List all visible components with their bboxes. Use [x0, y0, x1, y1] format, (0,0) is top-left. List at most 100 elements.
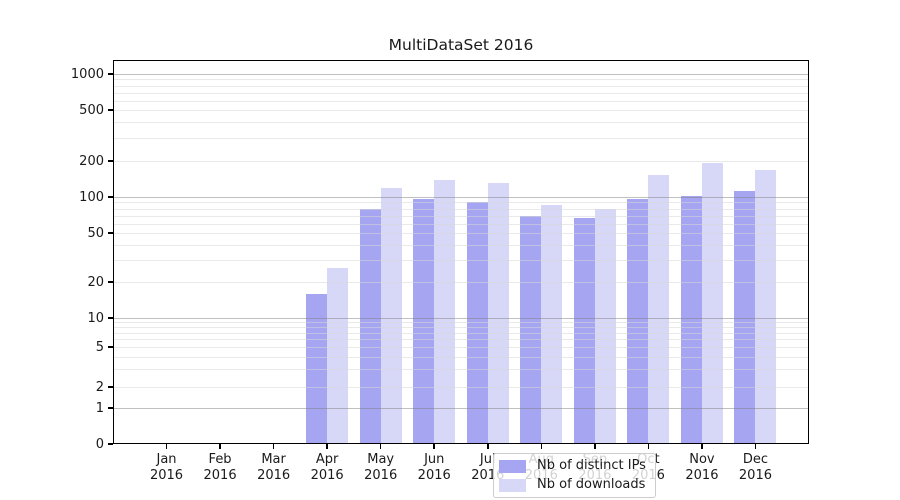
x-tick-label: Jun 2016	[404, 452, 464, 484]
y-tick-label: 500	[79, 102, 104, 118]
minor-gridline	[113, 332, 809, 334]
y-tick	[108, 443, 113, 445]
x-tick-label: Jan 2016	[137, 452, 197, 484]
y-tick	[108, 281, 113, 283]
y-tick	[108, 109, 113, 111]
minor-gridline	[113, 356, 809, 358]
bar-distinct-ips	[306, 293, 328, 444]
y-tick-label: 1	[95, 400, 104, 416]
bar-distinct-ips	[573, 217, 595, 444]
legend-swatch-distinct-ips	[499, 459, 526, 473]
x-tick	[379, 444, 382, 449]
legend: Nb of distinct IPs Nb of downloads	[493, 453, 656, 498]
minor-gridline	[113, 100, 809, 102]
minor-gridline	[113, 339, 809, 341]
minor-gridline	[113, 215, 809, 217]
x-tick	[647, 444, 650, 449]
chart-title: MultiDataSet 2016	[388, 36, 534, 54]
bar-distinct-ips	[734, 191, 756, 444]
minor-gridline	[113, 223, 809, 225]
x-tick	[701, 444, 703, 449]
x-tick	[754, 444, 757, 449]
x-tick-label: Dec 2016	[725, 452, 785, 484]
minor-gridline	[113, 322, 809, 324]
major-gridline	[113, 318, 809, 319]
minor-gridline	[113, 347, 809, 348]
x-tick-label-year: 2016	[738, 468, 772, 483]
x-tick	[165, 444, 168, 449]
bar-downloads	[487, 182, 509, 444]
y-tick	[108, 346, 113, 348]
y-tick	[108, 160, 113, 162]
plot-area: Nb of distinct IPs Nb of downloads	[113, 60, 809, 498]
x-tick-label: May 2016	[351, 452, 411, 484]
x-tick-label-year: 2016	[203, 468, 237, 483]
bar-downloads	[701, 163, 723, 444]
minor-gridline	[113, 260, 809, 262]
minor-gridline	[113, 387, 809, 388]
minor-gridline	[113, 79, 809, 81]
bar-distinct-ips	[359, 208, 381, 444]
x-tick-label: Feb 2016	[190, 452, 250, 484]
bar-distinct-ips	[627, 198, 649, 444]
bar-downloads	[380, 188, 402, 444]
bar-distinct-ips	[680, 195, 702, 444]
minor-gridline	[113, 161, 809, 162]
legend-label: Nb of distinct IPs	[537, 458, 646, 473]
bar-distinct-ips	[520, 215, 542, 444]
x-tick-label-year: 2016	[364, 468, 398, 483]
minor-gridline	[113, 282, 809, 283]
legend-item-downloads: Nb of downloads	[499, 477, 646, 493]
minor-gridline	[113, 208, 809, 210]
x-tick-label: Apr 2016	[297, 452, 357, 484]
x-tick-label-year: 2016	[417, 468, 451, 483]
minor-gridline	[113, 92, 809, 94]
y-tick-label: 50	[87, 225, 104, 241]
major-gridline	[113, 408, 809, 409]
y-tick-label: 10	[87, 310, 104, 326]
legend-swatch-downloads	[499, 478, 526, 492]
minor-gridline	[113, 369, 809, 371]
y-tick	[108, 407, 113, 409]
minor-gridline	[113, 122, 809, 124]
bar-distinct-ips	[413, 198, 435, 444]
x-tick-label-year: 2016	[310, 468, 344, 483]
bar-downloads	[648, 175, 670, 444]
minor-gridline	[113, 327, 809, 329]
bar-downloads	[594, 208, 616, 444]
bar-downloads	[434, 179, 456, 444]
x-tick	[486, 444, 489, 449]
x-tick-label-year: 2016	[685, 468, 719, 483]
x-tick-label-year: 2016	[149, 468, 184, 483]
minor-gridline	[113, 138, 809, 140]
y-tick-label: 20	[87, 274, 104, 290]
bar-downloads	[541, 205, 563, 444]
x-tick	[326, 444, 328, 449]
minor-gridline	[113, 110, 809, 111]
x-tick-label-year: 2016	[257, 468, 291, 483]
y-tick	[108, 73, 113, 75]
bar-downloads	[755, 170, 777, 444]
x-tick-label: Nov 2016	[672, 452, 732, 484]
minor-gridline	[113, 244, 809, 246]
y-tick-label: 2	[95, 379, 104, 395]
x-tick	[219, 444, 221, 449]
x-tick	[272, 444, 275, 449]
legend-label: Nb of downloads	[537, 477, 646, 492]
x-tick-label: Mar 2016	[244, 452, 304, 484]
x-tick	[433, 444, 436, 449]
x-tick	[540, 444, 543, 449]
y-tick-label: 5	[95, 339, 104, 355]
y-tick-label: 200	[79, 153, 104, 169]
y-tick-label: 100	[79, 189, 104, 205]
y-tick	[108, 317, 113, 319]
y-tick	[108, 232, 113, 234]
y-tick	[108, 386, 113, 388]
y-tick	[108, 196, 113, 198]
legend-item-distinct-ips: Nb of distinct IPs	[499, 458, 646, 474]
x-tick	[594, 444, 596, 449]
y-tick-label: 0	[95, 436, 104, 452]
major-gridline	[113, 74, 809, 75]
major-gridline	[113, 197, 809, 198]
bar-downloads	[327, 267, 349, 444]
